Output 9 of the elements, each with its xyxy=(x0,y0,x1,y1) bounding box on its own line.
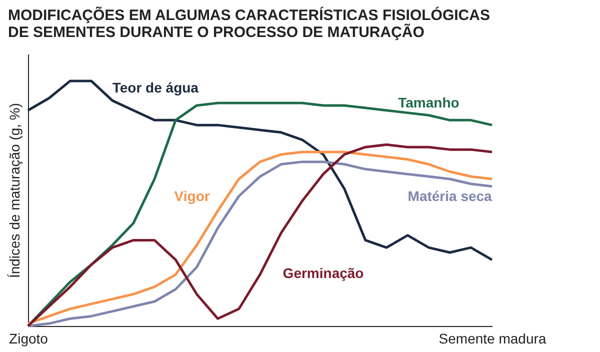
series-label: Teor de água xyxy=(112,80,199,96)
series-label: Matéria seca xyxy=(408,188,492,204)
chart-title: MODIFICAÇÕES EM ALGUMAS CARACTERÍSTICAS FISIOLÓGICAS DE SEMENTES DURANTE O PROCESSO DE MATURAÇÃO xyxy=(8,6,490,41)
x-tick-label: Zigoto xyxy=(9,330,48,346)
series-label: Vigor xyxy=(174,188,210,204)
series-label: Tamanho xyxy=(398,94,460,110)
y-axis-title: Índices de maturação (g, %) xyxy=(6,102,22,278)
series-label: Germinação xyxy=(282,265,364,282)
x-tick-label: Semente madura xyxy=(438,330,546,346)
